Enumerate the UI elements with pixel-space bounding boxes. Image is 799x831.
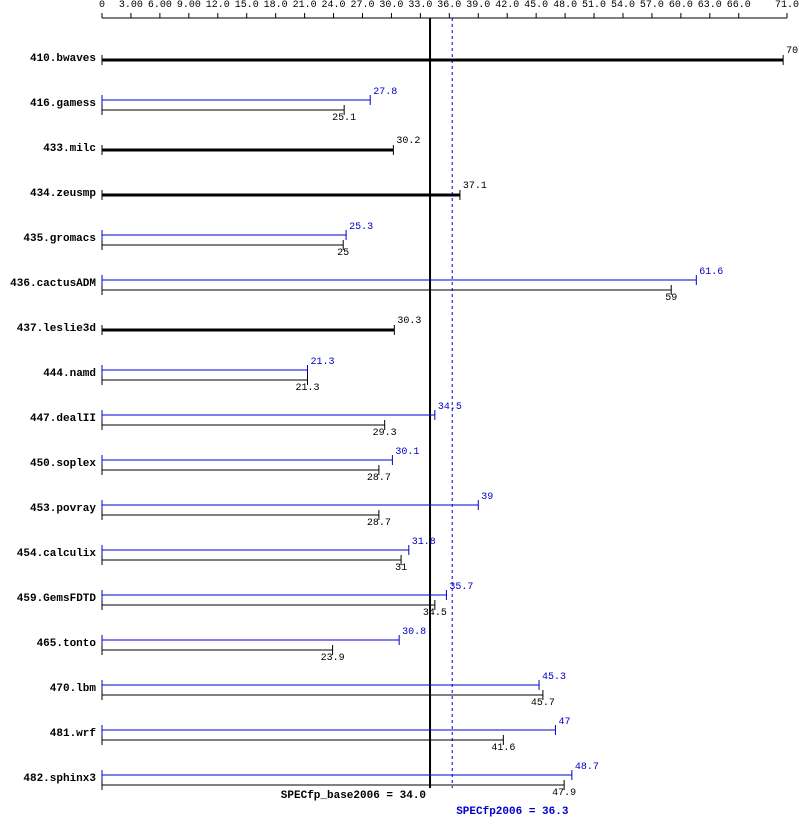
base-summary-label: SPECfp_base2006 = 34.0 bbox=[281, 790, 426, 802]
benchmark-label: 459.GemsFDTD bbox=[17, 593, 96, 605]
axis-tick-label: 57.0 bbox=[640, 0, 664, 11]
benchmark-base-value: 25.1 bbox=[332, 113, 356, 124]
benchmark-base-value: 47.9 bbox=[552, 788, 576, 799]
benchmark-base-value: 31 bbox=[395, 563, 407, 574]
spec-benchmark-chart: 0 3.00 6.00 9.00 12.0 15.0 18.0 21.0 24.0 27.0 30.… bbox=[0, 0, 799, 831]
benchmark-base-value: 29.3 bbox=[373, 428, 397, 439]
chart-svg bbox=[0, 0, 799, 831]
axis-tick-label: 45.0 bbox=[524, 0, 548, 11]
benchmark-label: 453.povray bbox=[30, 503, 96, 515]
axis-tick-label: 9.00 bbox=[177, 0, 201, 11]
benchmark-label: 470.lbm bbox=[50, 683, 96, 695]
benchmark-label: 433.milc bbox=[43, 143, 96, 155]
axis-tick-label: 21.0 bbox=[293, 0, 317, 11]
benchmark-peak-value: 39 bbox=[481, 492, 493, 503]
benchmark-label: 447.dealII bbox=[30, 413, 96, 425]
axis-tick-label: 42.0 bbox=[495, 0, 519, 11]
axis-tick-label: 24.0 bbox=[322, 0, 346, 11]
benchmark-value: 30.3 bbox=[397, 316, 421, 327]
benchmark-label: 435.gromacs bbox=[23, 233, 96, 245]
benchmark-label: 454.calculix bbox=[17, 548, 96, 560]
axis-tick-label: 48.0 bbox=[553, 0, 577, 11]
benchmark-value: 70.6 bbox=[786, 46, 799, 57]
benchmark-base-value: 23.9 bbox=[321, 653, 345, 664]
axis-tick-label: 27.0 bbox=[350, 0, 374, 11]
benchmark-peak-value: 61.6 bbox=[699, 267, 723, 278]
benchmark-peak-value: 30.8 bbox=[402, 627, 426, 638]
benchmark-peak-value: 30.1 bbox=[395, 447, 419, 458]
benchmark-peak-value: 27.8 bbox=[373, 87, 397, 98]
benchmark-peak-value: 45.3 bbox=[542, 672, 566, 683]
benchmark-base-value: 45.7 bbox=[531, 698, 555, 709]
axis-tick-label: 71.0 bbox=[775, 0, 799, 11]
benchmark-peak-value: 21.3 bbox=[311, 357, 335, 368]
axis-tick-label: 33.0 bbox=[408, 0, 432, 11]
benchmark-label: 410.bwaves bbox=[30, 53, 96, 65]
axis-tick-label: 39.0 bbox=[466, 0, 490, 11]
benchmark-label: 465.tonto bbox=[37, 638, 96, 650]
axis-tick-label: 12.0 bbox=[206, 0, 230, 11]
axis-tick-label: 60.0 bbox=[669, 0, 693, 11]
benchmark-peak-value: 25.3 bbox=[349, 222, 373, 233]
benchmark-peak-value: 47 bbox=[558, 717, 570, 728]
axis-tick-label: 54.0 bbox=[611, 0, 635, 11]
axis-tick-label: 36.0 bbox=[437, 0, 461, 11]
benchmark-label: 436.cactusADM bbox=[10, 278, 96, 290]
benchmark-label: 416.gamess bbox=[30, 98, 96, 110]
benchmark-label: 434.zeusmp bbox=[30, 188, 96, 200]
benchmark-peak-value: 35.7 bbox=[449, 582, 473, 593]
axis-tick-label: 30.0 bbox=[379, 0, 403, 11]
axis-tick-label: 63.0 bbox=[698, 0, 722, 11]
axis-tick-label: 6.00 bbox=[148, 0, 172, 11]
benchmark-value: 37.1 bbox=[463, 181, 487, 192]
benchmark-peak-value: 31.8 bbox=[412, 537, 436, 548]
axis-tick-label: 3.00 bbox=[119, 0, 143, 11]
benchmark-peak-value: 48.7 bbox=[575, 762, 599, 773]
benchmark-base-value: 25 bbox=[337, 248, 349, 259]
benchmark-base-value: 28.7 bbox=[367, 473, 391, 484]
axis-tick-label: 18.0 bbox=[264, 0, 288, 11]
benchmark-label: 481.wrf bbox=[50, 728, 96, 740]
axis-tick-label: 15.0 bbox=[235, 0, 259, 11]
peak-summary-label: SPECfp2006 = 36.3 bbox=[456, 806, 568, 818]
benchmark-label: 437.leslie3d bbox=[17, 323, 96, 335]
axis-tick-label: 66.0 bbox=[727, 0, 751, 11]
benchmark-base-value: 34.5 bbox=[423, 608, 447, 619]
benchmark-base-value: 59 bbox=[665, 293, 677, 304]
benchmark-base-value: 21.3 bbox=[295, 383, 319, 394]
benchmark-value: 30.2 bbox=[396, 136, 420, 147]
benchmark-label: 450.soplex bbox=[30, 458, 96, 470]
axis-tick-label: 51.0 bbox=[582, 0, 606, 11]
benchmark-label: 444.namd bbox=[43, 368, 96, 380]
benchmark-peak-value: 34.5 bbox=[438, 402, 462, 413]
axis-tick-label: 0 bbox=[99, 0, 105, 11]
benchmark-base-value: 28.7 bbox=[367, 518, 391, 529]
benchmark-label: 482.sphinx3 bbox=[23, 773, 96, 785]
benchmark-base-value: 41.6 bbox=[491, 743, 515, 754]
